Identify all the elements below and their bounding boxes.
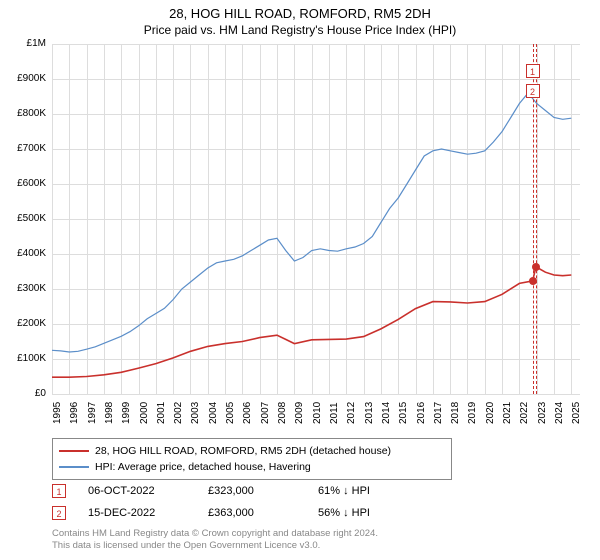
x-axis-label: 2011 (329, 412, 340, 424)
x-axis-label: 2003 (190, 412, 201, 424)
hpi-line (52, 93, 571, 352)
sale-row-1: 1 06-OCT-2022 £323,000 61% ↓ HPI (52, 480, 428, 502)
x-axis-label: 2017 (433, 412, 444, 424)
x-axis-label: 2008 (277, 412, 288, 424)
sale-marker-box: 2 (526, 84, 540, 98)
x-axis-label: 2004 (208, 412, 219, 424)
price-line (52, 267, 571, 377)
x-axis-label: 2016 (416, 412, 427, 424)
sale-date-2: 15-DEC-2022 (88, 507, 208, 519)
x-axis-label: 2019 (467, 412, 478, 424)
footer-line-2: This data is licensed under the Open Gov… (52, 540, 378, 552)
x-axis-label: 2005 (225, 412, 236, 424)
gridline-h (52, 394, 580, 395)
footer-line-1: Contains HM Land Registry data © Crown c… (52, 528, 378, 540)
x-axis-label: 1995 (52, 412, 63, 424)
sales-table: 1 06-OCT-2022 £323,000 61% ↓ HPI 2 15-DE… (52, 480, 428, 524)
y-axis-label: £500K (6, 214, 46, 224)
x-axis-label: 2012 (346, 412, 357, 424)
x-axis-label: 2025 (571, 412, 582, 424)
x-axis-label: 2006 (242, 412, 253, 424)
x-axis-label: 1999 (121, 412, 132, 424)
legend-swatch-price (59, 450, 89, 452)
x-axis-label: 2002 (173, 412, 184, 424)
x-axis-label: 2021 (502, 412, 513, 424)
chart-svg (52, 44, 580, 394)
y-axis-label: £900K (6, 74, 46, 84)
x-axis-label: 2022 (519, 412, 530, 424)
chart-title: 28, HOG HILL ROAD, ROMFORD, RM5 2DH (0, 0, 600, 21)
x-axis-label: 2000 (139, 412, 150, 424)
x-axis-label: 1998 (104, 412, 115, 424)
y-axis-label: £400K (6, 249, 46, 259)
sale-price-1: £323,000 (208, 485, 318, 497)
sale-marker-box: 1 (526, 64, 540, 78)
sale-marker-1: 1 (52, 484, 66, 498)
x-axis-label: 2014 (381, 412, 392, 424)
legend-swatch-hpi (59, 466, 89, 468)
x-axis-label: 2020 (485, 412, 496, 424)
y-axis-label: £700K (6, 144, 46, 154)
x-axis-label: 2010 (312, 412, 323, 424)
legend-row-hpi: HPI: Average price, detached house, Have… (59, 459, 445, 475)
x-axis-label: 2013 (364, 412, 375, 424)
sale-pct-2: 56% ↓ HPI (318, 507, 428, 519)
sale-row-2: 2 15-DEC-2022 £363,000 56% ↓ HPI (52, 502, 428, 524)
y-axis-label: £300K (6, 284, 46, 294)
x-axis-label: 2001 (156, 412, 167, 424)
y-axis-label: £100K (6, 354, 46, 364)
sale-marker-2: 2 (52, 506, 66, 520)
legend-label-price: 28, HOG HILL ROAD, ROMFORD, RM5 2DH (det… (95, 445, 391, 457)
chart-subtitle: Price paid vs. HM Land Registry's House … (0, 21, 600, 37)
sale-dot (532, 263, 540, 271)
chart-container: 28, HOG HILL ROAD, ROMFORD, RM5 2DH Pric… (0, 0, 600, 560)
y-axis-label: £200K (6, 319, 46, 329)
legend-row-price: 28, HOG HILL ROAD, ROMFORD, RM5 2DH (det… (59, 443, 445, 459)
sale-date-1: 06-OCT-2022 (88, 485, 208, 497)
y-axis-label: £800K (6, 109, 46, 119)
y-axis-label: £1M (6, 39, 46, 49)
footer-attribution: Contains HM Land Registry data © Crown c… (52, 528, 378, 553)
x-axis-label: 2015 (398, 412, 409, 424)
legend-box: 28, HOG HILL ROAD, ROMFORD, RM5 2DH (det… (52, 438, 452, 480)
x-axis-label: 2024 (554, 412, 565, 424)
y-axis-label: £0 (6, 389, 46, 399)
x-axis-label: 2007 (260, 412, 271, 424)
plot-area: £0£100K£200K£300K£400K£500K£600K£700K£80… (52, 44, 580, 394)
x-axis-label: 2018 (450, 412, 461, 424)
legend-label-hpi: HPI: Average price, detached house, Have… (95, 461, 311, 473)
x-axis-label: 1997 (87, 412, 98, 424)
sale-price-2: £363,000 (208, 507, 318, 519)
x-axis-label: 1996 (69, 412, 80, 424)
sale-pct-1: 61% ↓ HPI (318, 485, 428, 497)
x-axis-label: 2009 (294, 412, 305, 424)
x-axis-label: 2023 (537, 412, 548, 424)
y-axis-label: £600K (6, 179, 46, 189)
